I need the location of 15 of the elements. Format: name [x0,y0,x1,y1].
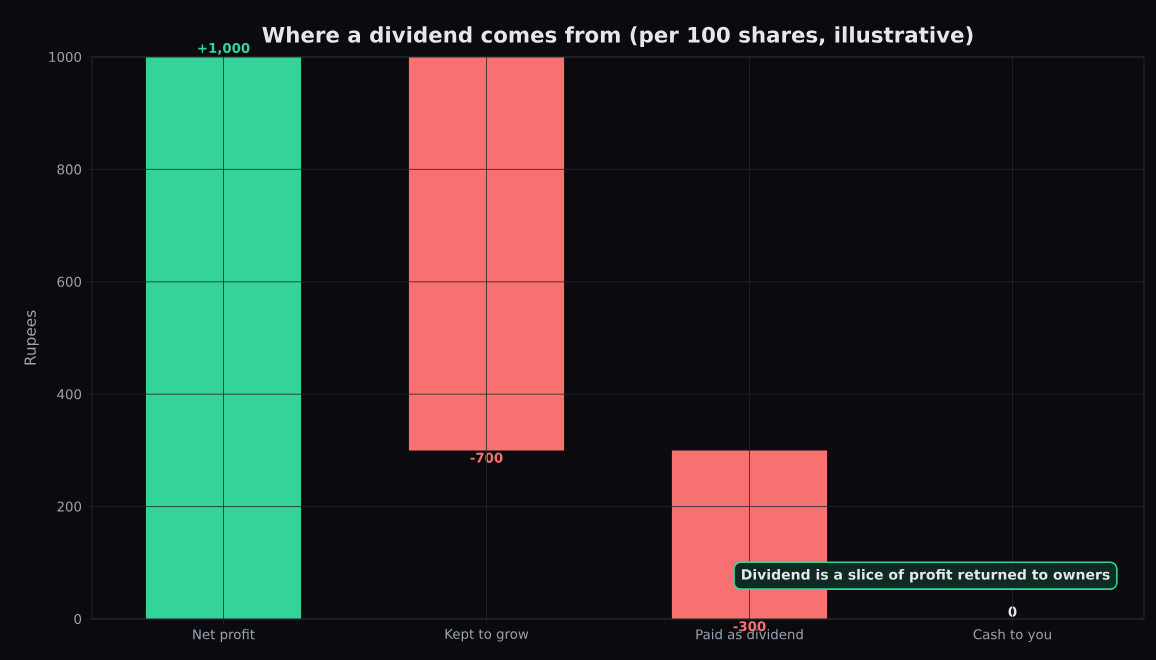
y-tick-label: 600 [57,276,82,287]
y-tick-label: 800 [57,164,82,175]
x-tick-label: Cash to you [973,629,1051,642]
y-tick-label: 400 [57,389,82,400]
annotation: Dividend is a slice of profit returned to owners [742,568,1110,583]
data-label: +1,000 [198,42,250,55]
x-tick-label: Net profit [193,629,255,642]
y-tick-label: 1000 [49,51,82,63]
chart-title: Where a dividend comes from (per 100 shares, illustrative) [262,26,973,47]
y-axis-title: Rupees [24,310,39,365]
data-label: -700 [470,452,503,463]
x-tick-label: Kept to grow [445,629,529,642]
y-tick-label: 0 [74,613,82,625]
y-tick-label: 200 [57,501,82,512]
data-label: 0 [1008,606,1017,617]
